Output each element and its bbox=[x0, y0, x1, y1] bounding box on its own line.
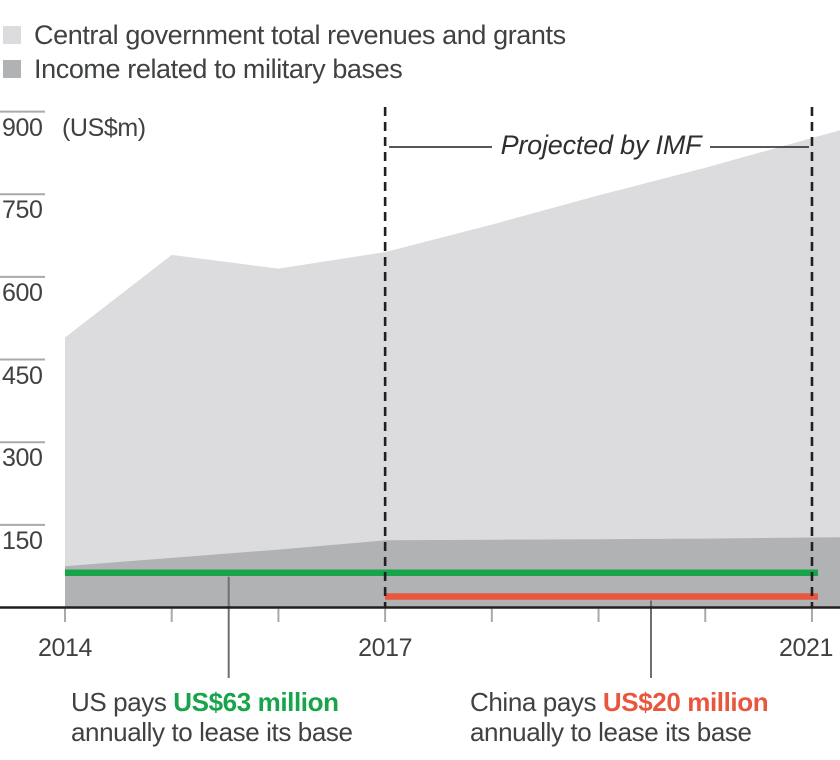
us-annotation-amount: US$63 million bbox=[173, 687, 339, 717]
us-annotation-line2: annually to lease its base bbox=[71, 717, 353, 747]
y-tick-label-450: 450 bbox=[2, 361, 43, 390]
us-lease-annotation: US pays US$63 million annually to lease … bbox=[71, 687, 353, 747]
legend: Central government total revenues and gr… bbox=[3, 20, 566, 92]
legend-label-revenues: Central government total revenues and gr… bbox=[34, 20, 566, 50]
y-tick-label-750: 750 bbox=[2, 196, 43, 225]
x-tick-label-2014: 2014 bbox=[37, 634, 92, 662]
y-tick-label-600: 600 bbox=[2, 278, 43, 307]
revenues-area bbox=[65, 130, 840, 608]
y-axis-unit-label: (US$m) bbox=[62, 114, 146, 142]
us-annotation-line1: US pays US$63 million bbox=[71, 687, 353, 717]
us-annotation-prefix: US pays bbox=[71, 687, 174, 717]
y-tick-label-900: 900 bbox=[2, 113, 43, 142]
legend-swatch-military-income-icon bbox=[3, 60, 21, 78]
china-annotation-line2: annually to lease its base bbox=[470, 717, 752, 747]
legend-label-military-income: Income related to military bases bbox=[34, 54, 403, 84]
china-annotation-prefix: China pays bbox=[470, 687, 603, 717]
china-annotation-amount: US$20 million bbox=[602, 687, 769, 717]
y-tick-label-150: 150 bbox=[2, 526, 43, 555]
legend-item-revenues: Central government total revenues and gr… bbox=[3, 20, 566, 50]
legend-item-military-income: Income related to military bases bbox=[3, 54, 566, 84]
x-tick-label-2017: 2017 bbox=[358, 634, 413, 662]
china-annotation-line1: China pays US$20 million bbox=[470, 687, 769, 717]
y-tick-label-300: 300 bbox=[2, 444, 43, 473]
legend-swatch-revenues-icon bbox=[3, 26, 21, 44]
projected-by-imf-label: Projected by IMF bbox=[500, 130, 702, 160]
x-tick-label-2021: 2021 bbox=[778, 634, 833, 662]
china-lease-annotation: China pays US$20 million annually to lea… bbox=[470, 687, 769, 747]
